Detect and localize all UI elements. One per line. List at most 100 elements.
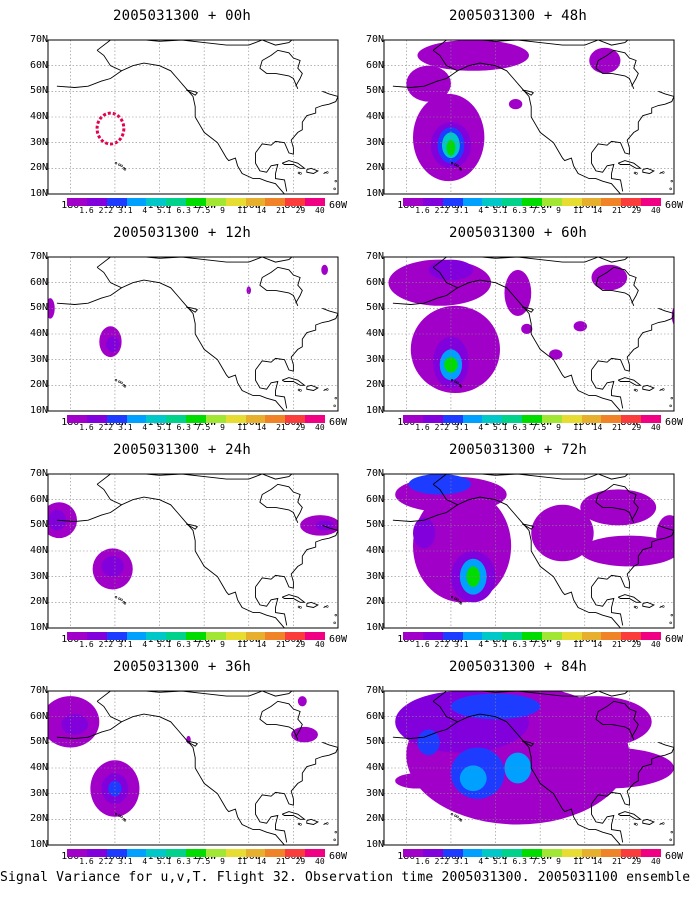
coastline (56, 287, 122, 305)
colorbar-label: 14 (256, 206, 267, 215)
island (635, 823, 638, 826)
x-tick-label: 60W (328, 200, 348, 211)
colorbar-swatch (541, 198, 562, 206)
colorbar (403, 198, 661, 206)
panel-title: 2005031300 + 12h (112, 225, 252, 241)
island (118, 163, 121, 166)
y-tick-label: 70N (365, 251, 384, 262)
colorbar-swatch (541, 849, 562, 857)
colorbar-label: 11 (237, 206, 247, 215)
colorbar-label: 7.5 (531, 640, 547, 649)
map-canvas (47, 39, 339, 195)
colorbar-swatch (106, 198, 127, 206)
colorbar-swatch (601, 632, 622, 640)
colorbar-swatch (522, 415, 542, 423)
island (669, 621, 672, 625)
colorbar-swatch (186, 198, 206, 206)
variance-contour (656, 515, 674, 557)
y-tick-label: 10N (29, 405, 48, 416)
y-tick-label: 30N (29, 787, 48, 799)
colorbar-swatch (581, 632, 602, 640)
colorbar-swatch (541, 415, 562, 423)
variance-contour (408, 474, 471, 495)
coastline (558, 247, 607, 252)
colorbar-label: 29 (295, 640, 306, 649)
colorbar-label: 7.5 (195, 640, 211, 649)
colorbar-label: 4 (142, 640, 148, 649)
island (334, 179, 337, 183)
island (635, 389, 638, 392)
island (120, 381, 123, 384)
coastline (255, 586, 288, 626)
variance-contour (395, 773, 440, 789)
coastline (323, 171, 327, 174)
colorbar-swatch (186, 849, 206, 857)
colorbar-label: 14 (256, 640, 267, 649)
coastline (56, 70, 122, 88)
y-tick-label: 60N (29, 59, 48, 71)
map-canvas (383, 39, 675, 195)
coastline (186, 740, 198, 747)
colorbar-swatch (146, 415, 167, 423)
colorbar-swatch (146, 849, 167, 857)
colorbar-swatch (166, 632, 187, 640)
colorbar-label: 7.5 (531, 423, 547, 432)
island (120, 815, 123, 818)
colorbar-swatch (245, 198, 266, 206)
colorbar-label: 6.3 (176, 857, 191, 866)
y-tick-label: 40N (365, 328, 384, 339)
colorbar-swatch (581, 415, 602, 423)
colorbar-label: 11 (573, 206, 583, 215)
y-tick-label: 70N (365, 468, 384, 479)
colorbar-label: 1.6 (415, 423, 430, 432)
colorbar-label: 21 (276, 206, 286, 215)
island (450, 596, 454, 599)
map-frame (383, 690, 675, 846)
map-plot: 70N60N50N40N30N20N10N180160W140W120W100W… (16, 460, 350, 646)
island (456, 164, 459, 167)
island (635, 172, 638, 175)
colorbar-label: 6.3 (176, 640, 191, 649)
map-frame (47, 473, 339, 629)
coastline (96, 474, 293, 485)
colorbar-label: 3.1 (454, 206, 469, 215)
island (120, 598, 123, 601)
colorbar-label: 21 (276, 423, 286, 432)
coastline (591, 90, 674, 155)
colorbar-label: 4 (478, 640, 484, 649)
island (670, 396, 673, 400)
island (450, 813, 454, 816)
coastline (306, 601, 319, 608)
island (454, 597, 457, 600)
coastline (595, 700, 639, 740)
colorbar-swatch (106, 849, 127, 857)
colorbar-label: 3.1 (118, 640, 133, 649)
coastline (306, 818, 319, 825)
coastline (522, 523, 534, 530)
island (326, 388, 329, 391)
colorbar-swatch (305, 849, 325, 857)
colorbar-label: 40 (315, 857, 325, 866)
colorbar-swatch (285, 632, 306, 640)
variance-contour (413, 517, 436, 549)
coastline (255, 369, 288, 409)
coastline (56, 721, 122, 739)
colorbar-label: 6.3 (512, 206, 527, 215)
map-plot: 70N60N50N40N30N20N10N180160W140W120W100W… (16, 677, 350, 863)
variance-contour (406, 65, 451, 102)
colorbar (403, 849, 661, 857)
colorbar-swatch (403, 415, 423, 423)
colorbar-label: 11 (237, 857, 247, 866)
coastline (281, 377, 306, 386)
colorbar-swatch (126, 632, 147, 640)
colorbar-swatch (245, 849, 266, 857)
y-tick-label: 10N (29, 622, 48, 633)
variance-contour (340, 321, 349, 336)
colorbar-swatch (403, 632, 423, 640)
island (333, 187, 336, 191)
variance-contour (321, 264, 328, 275)
map-frame (383, 39, 675, 195)
y-tick-label: 10N (365, 188, 384, 199)
coastline (659, 605, 663, 608)
coastline (659, 822, 663, 825)
